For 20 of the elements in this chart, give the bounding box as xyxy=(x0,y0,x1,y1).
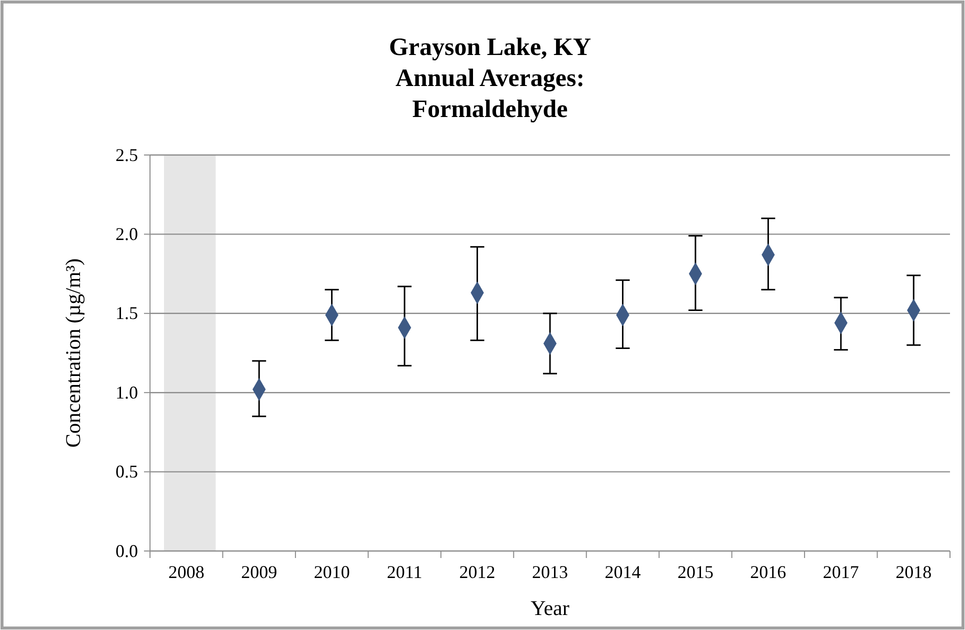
y-tick-label: 1.0 xyxy=(116,382,138,402)
x-tick-label: 2018 xyxy=(896,562,932,582)
chart-title: Grayson Lake, KY Annual Averages: Formaldehyde xyxy=(388,34,592,123)
x-tick-label: 2009 xyxy=(241,562,278,582)
x-tick-label: 2017 xyxy=(822,562,859,582)
x-tick-label: 2015 xyxy=(677,562,714,582)
x-tick-label: 2010 xyxy=(314,562,350,582)
x-tick-label: 2012 xyxy=(459,562,496,582)
y-tick-label: 0.0 xyxy=(116,540,138,561)
x-axis-title: Year xyxy=(530,596,570,620)
x-tick-label: 2016 xyxy=(750,562,786,582)
y-axis-title: Concentration (µg/m³) xyxy=(61,258,85,448)
x-tick-label: 2011 xyxy=(386,562,422,582)
y-tick-label: 1.5 xyxy=(116,303,138,324)
y-tick-label: 2.5 xyxy=(116,144,138,165)
y-tick-label: 2.0 xyxy=(116,224,138,244)
x-tick-label: 2008 xyxy=(168,562,204,582)
x-tick-label: 2014 xyxy=(604,562,641,582)
x-tick-label: 2013 xyxy=(532,562,568,582)
y-tick-label: 0.5 xyxy=(116,462,138,482)
